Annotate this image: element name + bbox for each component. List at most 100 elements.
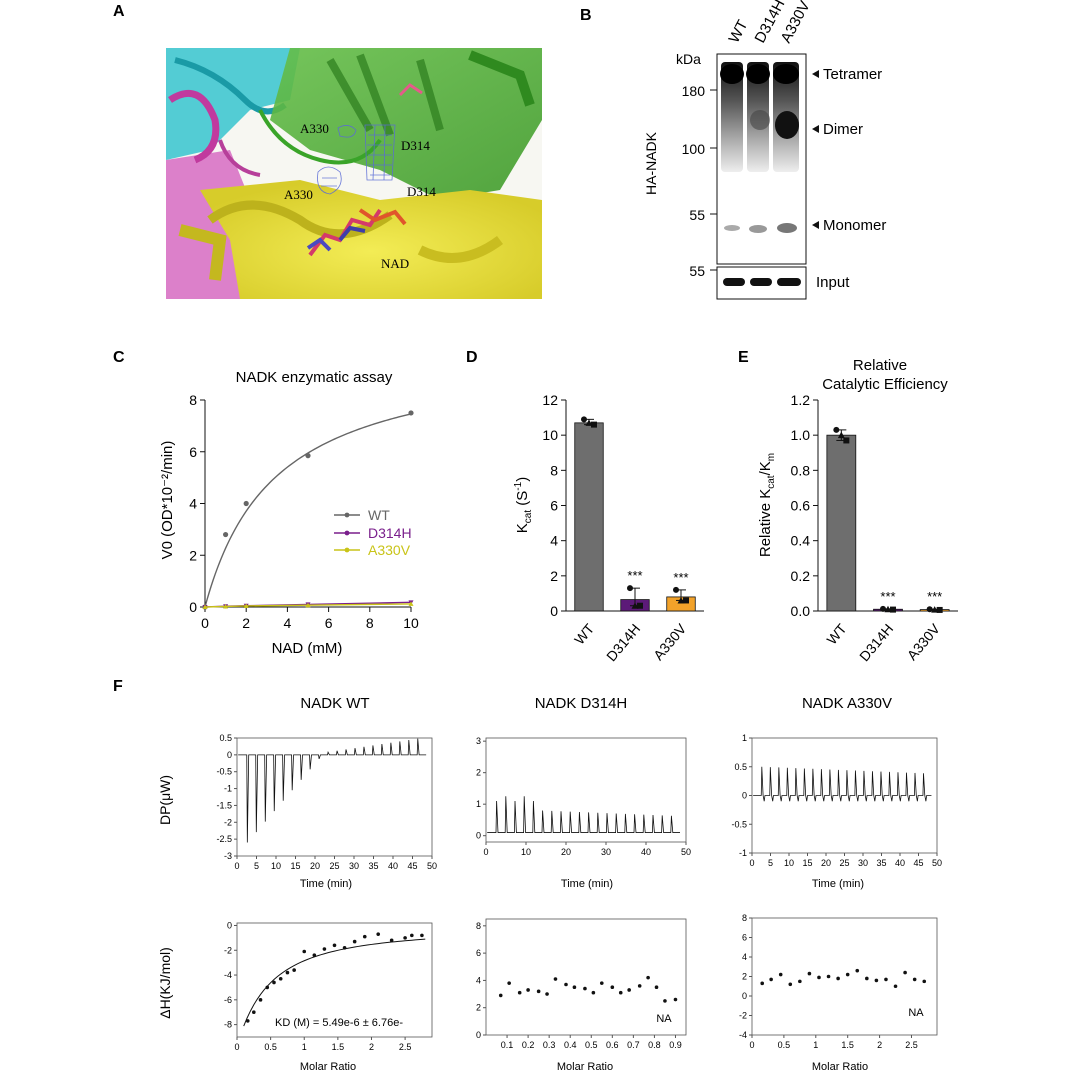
itc-isotherm-point-d314h (507, 981, 511, 985)
itc-time-tick-label: 10 (784, 858, 794, 868)
arrow-monomer-icon (812, 221, 819, 229)
band-dimer: Dimer (823, 121, 863, 138)
itc-time-tick-label: 45 (913, 858, 923, 868)
itc-time-tick-label: 0 (749, 858, 754, 868)
panel-letter-c: C (113, 349, 125, 366)
itc-na-a330v: NA (908, 1007, 924, 1019)
itc-isotherm-point-wt (420, 933, 424, 938)
itc-molar-tick-label: 0.6 (606, 1040, 619, 1050)
itc-time-tick-label: 50 (427, 861, 437, 871)
chart-d-x-tick-label: D314H (603, 621, 643, 665)
label-d314-bottom: D314 (407, 184, 436, 199)
itc-isotherm-point-a330v (845, 972, 850, 977)
itc-time-tick-label: 5 (768, 858, 773, 868)
chart-e-datapoint (931, 606, 939, 613)
chart-e-datapoint (837, 431, 845, 439)
itc-molar-tick-label: 2.5 (905, 1040, 918, 1050)
itc-time-tick-label: 20 (821, 858, 831, 868)
itc-isotherm-point-d314h (553, 977, 558, 981)
chart-c-point-A330V (305, 602, 311, 608)
itc-molar-tick-label: 0.3 (543, 1040, 556, 1050)
label-nad: NAD (381, 256, 409, 271)
itc-time-label-d314h: Time (min) (561, 878, 613, 890)
itc-frame-bottom-d314h (485, 918, 687, 1036)
chart-e-title-line2: Catalytic Efficiency (822, 376, 948, 393)
itc-dp-tick-label: 2 (476, 768, 481, 778)
itc-molar-label-wt: Molar Ratio (300, 1061, 356, 1073)
itc-isotherm-fit-wt (243, 938, 426, 1027)
input-marker-55: 55 (689, 263, 705, 279)
chart-c-y-tick-label: 4 (189, 496, 197, 512)
itc-time-tick-label: 30 (349, 861, 359, 871)
arrow-tetramer-icon (812, 70, 819, 78)
itc-dp-tick-label: 3 (476, 736, 481, 746)
itc-isotherm-point-d314h (564, 982, 568, 987)
itc-isotherm-point-wt (403, 936, 407, 940)
chart-c-point-WT (243, 500, 249, 507)
chart-d-y-tick-label: 12 (542, 392, 558, 408)
itc-molar-tick-label: 2.5 (399, 1042, 412, 1052)
itc-dp-tick-label: -2.5 (216, 834, 232, 844)
chart-e-plot: 0.0 0.2 0.4 0.6 0.8 1.0 1.2 WT *** D314H *** A330V (791, 392, 958, 664)
chart-d-datapoint (637, 602, 643, 609)
chart-d-y-tick-label: 4 (550, 533, 558, 549)
itc-dh-tick-label: -4 (224, 970, 232, 980)
chart-c-x-tick-label: 4 (284, 615, 292, 631)
itc-time-tick-label: 50 (681, 847, 691, 857)
itc-isotherm-point-a330v (788, 982, 793, 987)
itc-dh-tick-label: 6 (742, 933, 747, 943)
itc-dp-tick-label: 0 (476, 831, 481, 841)
itc-isotherm-point-d314h (517, 990, 522, 995)
itc-isotherm-point-a330v (903, 970, 907, 975)
chart-d-datapoint (673, 586, 679, 593)
itc-dp-tick-label: 1 (476, 799, 481, 809)
itc-molar-tick-label: 0.7 (627, 1040, 640, 1050)
itc-time-tick-label: 10 (271, 861, 281, 871)
itc-dh-tick-label: -2 (224, 945, 232, 955)
chart-c-series-line-WT (204, 413, 412, 608)
itc-thermogram-trace-a330v (753, 766, 932, 802)
itc-isotherms: 0 -2 -4 -6 -8 0 0.5 1 1.5 2 2.5 8 6 4 2 0 0.1 0.2 0.3 0.4 0.… (224, 913, 938, 1052)
itc-isotherm-point-wt (362, 934, 367, 939)
itc-isotherm-point-d314h (663, 999, 667, 1003)
itc-molar-tick-label: 1 (813, 1040, 818, 1050)
itc-dp-tick-label: 0.5 (219, 733, 232, 743)
itc-dp-tick-label: -2 (224, 817, 232, 827)
chart-e-ylabel: Relative Kcat/Km (757, 453, 777, 557)
chart-c-x-tick-label: 2 (242, 615, 250, 631)
chart-d-y-tick-label: 8 (550, 462, 558, 478)
itc-isotherm-point-d314h (646, 975, 650, 980)
chart-c-xlabel: NAD (mM) (272, 640, 343, 657)
itc-molar-tick-label: 2 (369, 1042, 374, 1052)
chart-c-point-A330V (243, 603, 249, 608)
chart-d-datapoint (591, 421, 597, 428)
chart-d-datapoint (627, 585, 633, 592)
itc-dh-tick-label: 4 (742, 952, 747, 962)
itc-dh-tick-label: -6 (224, 995, 232, 1005)
chart-e-datapoint (936, 606, 943, 613)
itc-isotherm-point-a330v (922, 979, 927, 984)
itc-title-a330v: NADK A330V (802, 695, 892, 712)
itc-isotherm-point-wt (302, 949, 307, 954)
itc-thermograms: 0.50-0.5-1-1.5-2-2.5-30 5 10 15 20 25 30 35 40 45… (216, 733, 942, 871)
itc-dh-tick-label: 8 (742, 913, 747, 923)
chart-e-bar-WT (826, 434, 857, 612)
itc-time-tick-label: 0 (234, 861, 239, 871)
itc-isotherm-point-d314h (637, 984, 642, 988)
chart-c-x-tick-label: 6 (325, 615, 333, 631)
itc-isotherm-point-a330v (855, 968, 860, 973)
itc-na-d314h: NA (656, 1013, 672, 1025)
chart-d-datapoint (581, 416, 587, 423)
itc-isotherm-point-a330v (769, 977, 773, 982)
itc-isotherm-point-wt (332, 943, 337, 948)
itc-dp-tick-label: 0.5 (734, 762, 747, 772)
itc-dh-tick-label: 0 (476, 1030, 481, 1040)
itc-molar-tick-label: 0.5 (264, 1042, 277, 1052)
itc-dh-tick-label: -4 (739, 1030, 747, 1040)
chart-c-y-tick-label: 0 (189, 599, 197, 615)
itc-isotherm-point-a330v (817, 975, 821, 980)
chart-e-x-tick-label: WT (823, 620, 850, 647)
itc-title-wt: NADK WT (300, 695, 369, 712)
chart-c-legend-label: WT (368, 507, 390, 523)
